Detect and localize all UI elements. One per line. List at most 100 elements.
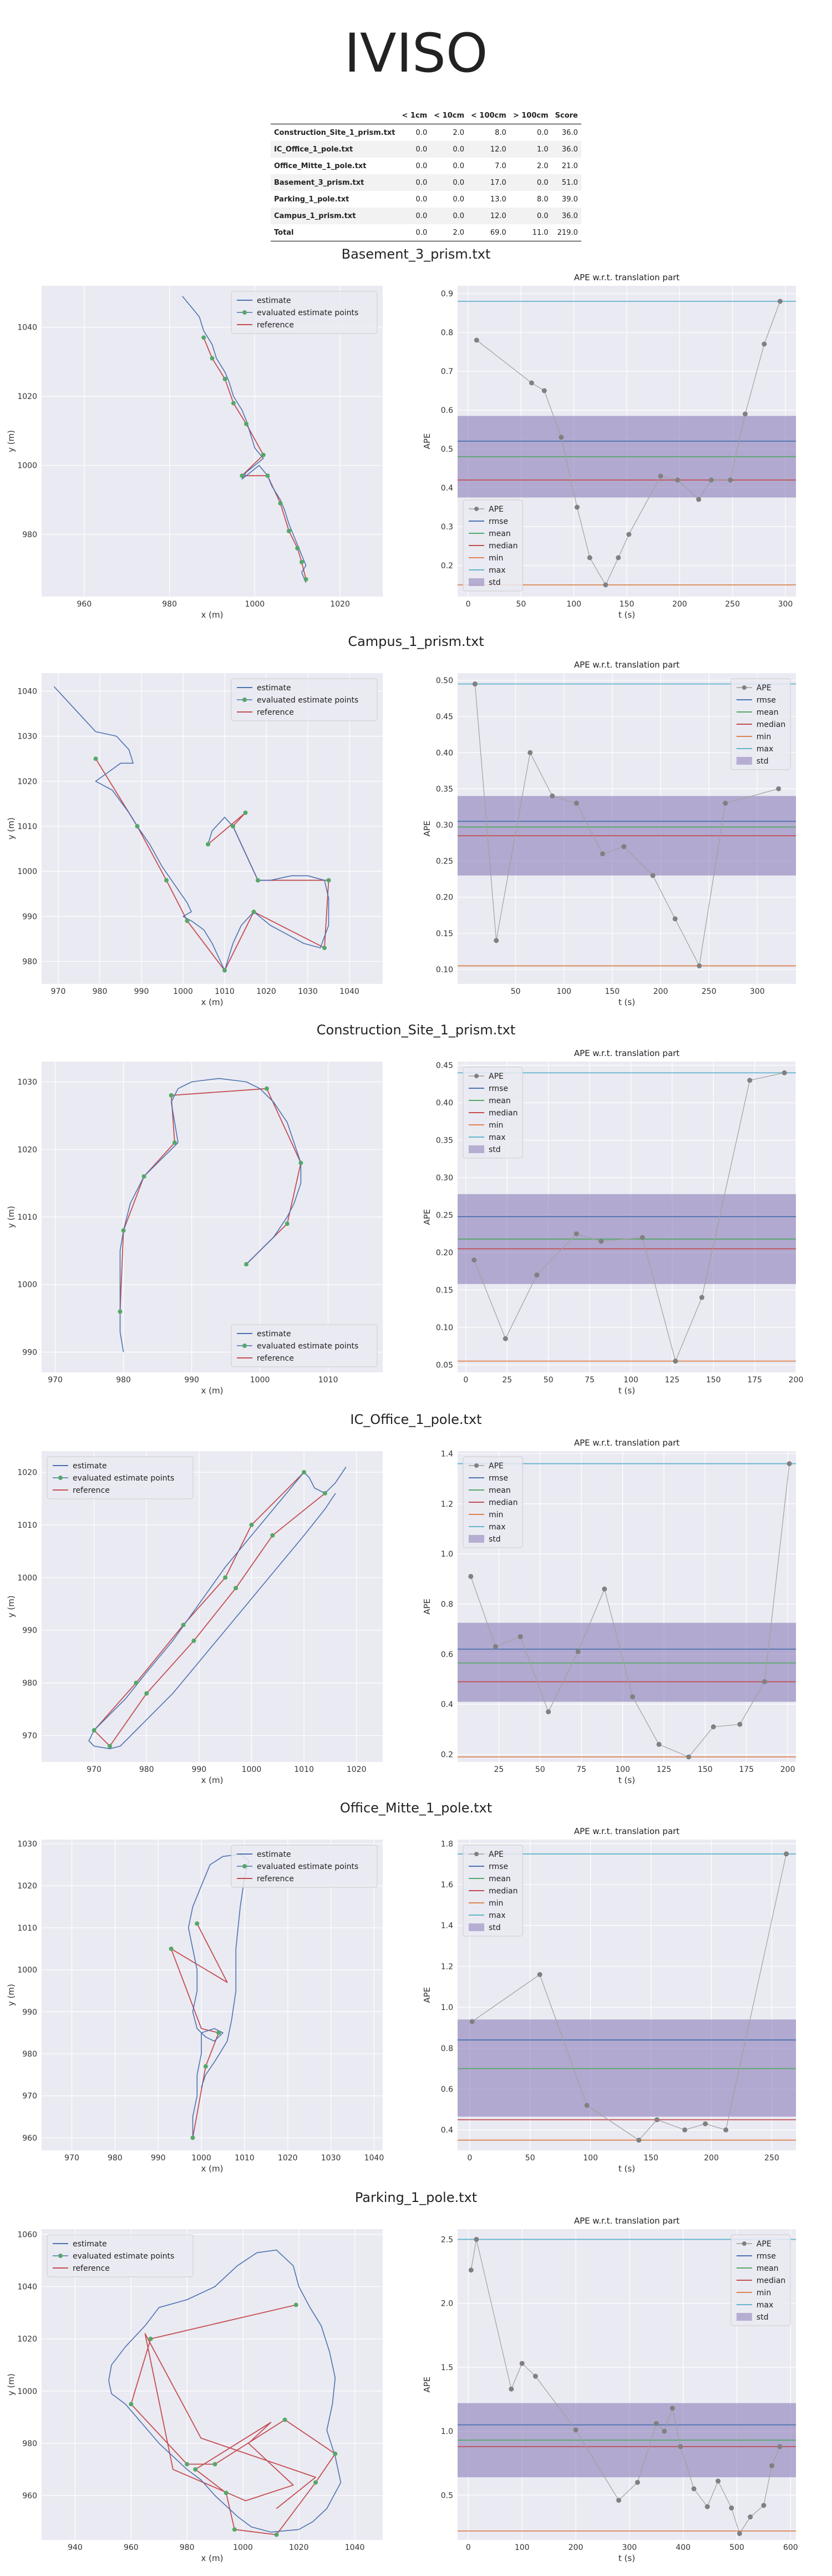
- table-cell: 69.0: [468, 224, 510, 241]
- legend-label: APE: [489, 505, 504, 514]
- x-tick-label: 50: [511, 987, 521, 996]
- evaluated-point: [299, 559, 304, 564]
- x-axis-label: t (s): [618, 2553, 635, 2563]
- ape-point: [748, 2514, 753, 2520]
- table-header: Score: [551, 107, 581, 124]
- y-tick-label: 1010: [17, 1521, 37, 1530]
- x-tick-label: 200: [569, 2543, 584, 2552]
- ape-point: [691, 2486, 697, 2492]
- x-tick-label: 980: [139, 1765, 154, 1774]
- y-tick-label: 1030: [17, 1840, 37, 1849]
- chart-section: Campus_1_prism.txt 970 980 990 1000 1010 1020 1…: [0, 632, 832, 1020]
- y-tick-label: 1010: [17, 1924, 37, 1933]
- evaluated-point: [169, 1093, 174, 1098]
- x-tick-label: 990: [151, 2154, 166, 2163]
- legend-marker: [242, 1864, 247, 1868]
- legend-label: min: [489, 1511, 503, 1519]
- y-axis-label: APE: [422, 1209, 432, 1225]
- evaluated-point: [243, 810, 248, 815]
- y-tick-label: 0.40: [436, 1099, 453, 1108]
- x-tick-label: 940: [68, 2543, 83, 2552]
- y-tick-label: 0.6: [441, 1650, 453, 1659]
- ape-point: [472, 681, 478, 687]
- x-tick-label: 1010: [235, 2154, 255, 2163]
- legend-label: estimate: [257, 684, 291, 693]
- x-axis-label: x (m): [201, 610, 224, 620]
- x-tick-label: 250: [764, 2154, 779, 2163]
- evaluated-point: [135, 824, 140, 829]
- y-tick-label: 1.6: [441, 1881, 453, 1890]
- x-tick-label: 970: [48, 1376, 63, 1385]
- table-cell: 12.0: [468, 141, 510, 158]
- table-header: < 100cm: [468, 107, 510, 124]
- ape-point: [777, 299, 783, 304]
- y-axis-label: APE: [422, 1987, 432, 2003]
- table-row-label: IC_Office_1_pole.txt: [271, 141, 399, 158]
- x-tick-label: 250: [702, 987, 717, 996]
- reference-line: [95, 758, 329, 971]
- legend: estimate evaluated estimate points referen…: [231, 1845, 378, 1888]
- x-tick-label: 1030: [321, 2154, 341, 2163]
- table-header: > 100cm: [509, 107, 552, 124]
- table-cell: 51.0: [551, 174, 581, 191]
- x-tick-label: 125: [657, 1765, 672, 1774]
- x-tick-label: 150: [706, 1376, 721, 1385]
- legend: APE rmse mean median min max std: [463, 1845, 523, 1937]
- legend-box: [730, 678, 791, 770]
- y-tick-label: 0.2: [441, 562, 453, 570]
- ape-point: [616, 555, 621, 560]
- x-tick-label: 100: [623, 1376, 638, 1385]
- legend-label: median: [489, 1887, 518, 1896]
- legend: estimate evaluated estimate points referen…: [47, 2234, 194, 2277]
- ape-point: [603, 582, 608, 588]
- legend-label: median: [489, 1109, 518, 1118]
- y-tick-label: 1010: [17, 822, 37, 831]
- legend-label: reference: [257, 321, 294, 330]
- legend-marker: [474, 1074, 479, 1078]
- x-tick-label: 100: [566, 600, 581, 609]
- legend-marker: [742, 685, 747, 690]
- section-title: Construction_Site_1_prism.txt: [316, 1022, 516, 1038]
- evaluated-point: [295, 545, 300, 550]
- y-tick-label: 0.4: [441, 2126, 453, 2135]
- x-tick-label: 150: [698, 1765, 713, 1774]
- x-tick-label: 970: [51, 987, 66, 996]
- ape-point: [737, 2530, 742, 2536]
- table-row-label: Campus_1_prism.txt: [271, 208, 399, 224]
- ape-point: [723, 2127, 729, 2133]
- legend-label: max: [489, 566, 506, 575]
- ape-point: [574, 800, 579, 806]
- table-header: < 1cm: [398, 107, 431, 124]
- y-tick-label: 1020: [17, 777, 37, 786]
- y-tick-label: 980: [22, 1679, 37, 1688]
- ape-point: [584, 2103, 590, 2108]
- ape-point: [656, 1741, 662, 1747]
- evaluated-point: [216, 2031, 221, 2035]
- x-tick-label: 970: [87, 1765, 102, 1774]
- evaluated-point: [286, 528, 291, 533]
- y-tick-label: 0.8: [441, 1600, 453, 1609]
- y-tick-label: 0.4: [441, 484, 453, 493]
- y-tick-label: 1000: [17, 462, 37, 471]
- y-tick-label: 0.9: [441, 290, 453, 299]
- table-row-label: Total: [271, 224, 399, 241]
- x-tick-label: 1010: [294, 1765, 314, 1774]
- x-tick-label: 1000: [245, 600, 265, 609]
- legend-label: min: [757, 2289, 771, 2297]
- evaluated-point: [181, 1623, 186, 1628]
- evaluated-point: [251, 910, 256, 915]
- ape-chart-title: APE w.r.t. translation part: [574, 1438, 679, 1448]
- ape-point: [654, 2117, 659, 2123]
- legend-label: APE: [757, 684, 772, 693]
- x-tick-label: 100: [615, 1765, 630, 1774]
- evaluated-point: [231, 401, 236, 406]
- legend-label: APE: [489, 1850, 504, 1859]
- ape-point: [587, 555, 592, 560]
- table-row: Office_Mitte_1_pole.txt 0.0 0.0 7.0 2.0 21.0: [271, 158, 581, 174]
- legend-label: rmse: [489, 1084, 508, 1093]
- x-tick-label: 960: [77, 600, 92, 609]
- evaluated-point: [206, 842, 210, 847]
- ape-point: [573, 2427, 579, 2433]
- evaluated-point: [244, 1262, 248, 1267]
- y-tick-label: 980: [22, 2439, 37, 2448]
